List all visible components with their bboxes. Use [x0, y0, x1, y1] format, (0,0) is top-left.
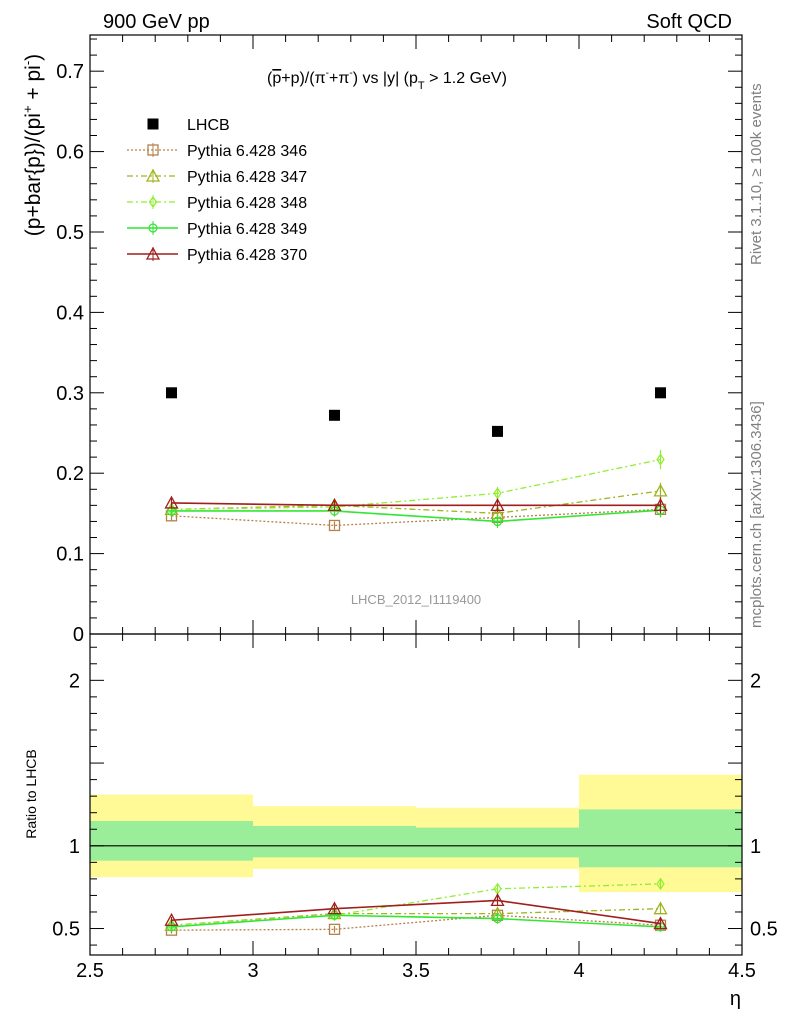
side-label-mcplots: mcplots.cern.ch [arXiv:1306.3436] [748, 401, 765, 628]
main-series-5-point [164, 495, 179, 509]
x-tick-label: 3 [247, 960, 258, 982]
uncertainty-band-inner [416, 827, 579, 858]
ratio-series-4-point [653, 916, 668, 930]
main-series-5-point [653, 497, 668, 512]
main-series-0-point [492, 425, 503, 437]
main-panel [164, 387, 668, 532]
x-tick-label: 4 [573, 960, 584, 982]
legend-entry: LHCB [147, 117, 230, 134]
ratio-y-tick-label-right: 0.5 [750, 919, 778, 941]
title-part: ) vs |y| (p [353, 70, 418, 87]
y-label-sup2: - [20, 61, 35, 65]
ratio-y-axis-label: Ratio to LHCB [23, 749, 39, 838]
title-part: +π [329, 70, 349, 87]
legend-marker [147, 144, 159, 156]
title-part: +p)/(π [281, 70, 325, 87]
main-y-tick-label: 0.3 [56, 383, 84, 405]
legend-label: Pythia 6.428 348 [187, 195, 307, 212]
panel-frames: 0 0.1 0.2 0.3 0.4 0.5 0.6 0.7 2.5 3 3.5 4 4.5 0.5 0.5 1… [52, 34, 778, 982]
ratio-panel [90, 774, 742, 936]
y-label-mid: + pi [22, 65, 45, 105]
ratio-series-1-line [171, 908, 661, 926]
ratio-y-tick-label-left: 1 [69, 836, 80, 858]
title-pbar: p [272, 70, 281, 87]
main-y-axis-label: (p+bar{p})/(pi+ + pi-) [20, 54, 45, 236]
main-y-tick-label: 0.4 [56, 302, 84, 324]
legend: LHCB Pythia 6.428 346 Pythia 6.428 347 Pyth… [127, 117, 307, 264]
main-series-3-point [656, 453, 665, 466]
legend-entry: Pythia 6.428 346 [127, 143, 307, 160]
main-y-tick-label: 0.2 [56, 463, 84, 485]
ratio-y-tick-label-right: 1 [750, 836, 761, 858]
main-y-tick-label: 0.6 [56, 142, 84, 164]
legend-label: Pythia 6.428 370 [187, 247, 307, 264]
legend-entry: Pythia 6.428 347 [127, 168, 307, 186]
legend-entry: Pythia 6.428 370 [127, 246, 307, 264]
legend-marker [145, 246, 161, 260]
uncertainty-band-inner [90, 820, 253, 861]
chart-title: (p+p)/(π-+π-) vs |y| (pT > 1.2 GeV) [267, 68, 507, 92]
x-axis-label: η [730, 988, 741, 1010]
legend-marker [148, 195, 158, 209]
legend-label: Pythia 6.428 347 [187, 169, 307, 186]
main-y-tick-label: 0.1 [56, 544, 84, 566]
title-sub: T [418, 80, 425, 92]
x-tick-label: 4.5 [728, 960, 756, 982]
side-label-rivet: Rivet 3.1.10, ≥ 100k events [748, 83, 765, 265]
title-sup: - [349, 68, 352, 79]
y-label-part: (p+bar{p})/(pi [22, 113, 45, 236]
main-series-5-point [490, 497, 505, 512]
ratio-y-tick-label-right: 2 [750, 670, 761, 692]
legend-entry: Pythia 6.428 348 [127, 195, 307, 212]
ratio-y-tick-label-left: 2 [69, 670, 80, 692]
ratio-series-1-point [653, 901, 668, 915]
main-series-5-line [171, 502, 661, 507]
ratio-series-4-point [164, 912, 179, 926]
main-series-5-point [327, 497, 342, 512]
title-part: > 1.2 GeV) [425, 70, 507, 87]
uncertainty-band-inner [253, 825, 416, 858]
x-tick-label: 3.5 [402, 960, 430, 982]
legend-marker [147, 118, 159, 130]
text-layer: 900 GeV pp Soft QCD LHCB_2012_I1119400 R… [20, 11, 765, 1010]
watermark: LHCB_2012_I1119400 [351, 592, 481, 607]
ratio-series-3-line [171, 914, 661, 928]
main-series-3-line [171, 458, 661, 511]
ratio-y-tick-label-left: 0.5 [52, 919, 80, 941]
ratio-series-4-point [490, 893, 505, 907]
ratio-series-0-line [171, 914, 661, 931]
ratio-series-0-point [328, 923, 341, 936]
main-series-0-point [655, 387, 666, 399]
ratio-series-2-line [171, 883, 661, 926]
x-tick-label: 2.5 [76, 960, 104, 982]
ratio-series-4-line [171, 899, 661, 925]
legend-label: Pythia 6.428 349 [187, 221, 307, 238]
title-sup: - [326, 68, 329, 79]
main-series-2-point [653, 483, 668, 497]
main-series-0-point [166, 387, 177, 399]
main-y-tick-label: 0 [73, 624, 84, 646]
main-y-tick-label: 0.5 [56, 222, 84, 244]
y-label-sup: + [20, 105, 35, 113]
uncertainty-band-inner [579, 809, 742, 868]
main-series-1-point [328, 519, 341, 532]
title-part: ( [267, 70, 273, 87]
legend-entry: Pythia 6.428 349 [127, 221, 307, 238]
header-left: 900 GeV pp [103, 11, 210, 33]
main-series-4-line [171, 509, 661, 523]
main-y-tick-label: 0.7 [56, 61, 84, 83]
main-series-1-line [171, 508, 661, 527]
legend-marker [145, 168, 161, 182]
main-series-2-line [171, 490, 661, 515]
legend-label: Pythia 6.428 346 [187, 143, 307, 160]
ratio-series-2-point [656, 877, 665, 890]
legend-label: LHCB [187, 117, 230, 134]
y-label-end: ) [22, 54, 45, 61]
ratio-series-4-point [327, 901, 342, 915]
main-series-0-point [329, 409, 340, 421]
header-right: Soft QCD [646, 11, 732, 33]
